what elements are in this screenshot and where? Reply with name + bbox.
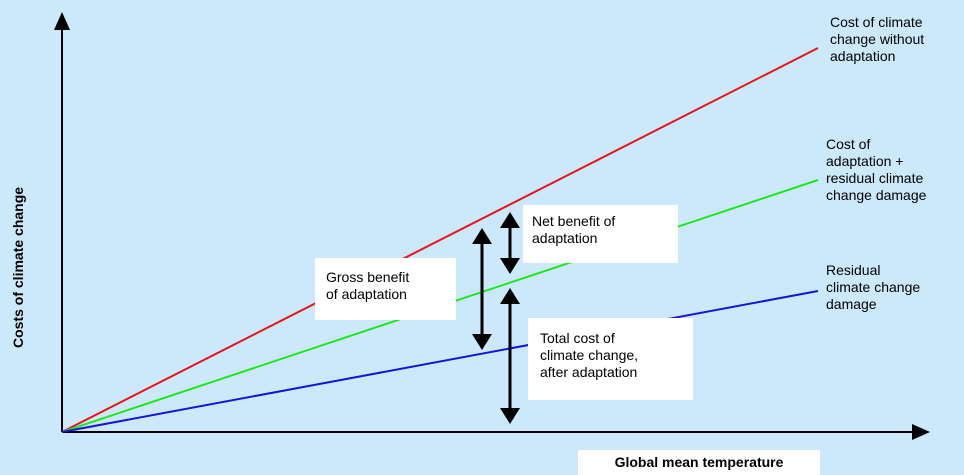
x-axis-arrowhead [912, 424, 930, 440]
x-axis-label: Global mean temperature [578, 450, 820, 475]
arrow-total-cost [500, 288, 520, 424]
net-benefit-box: Net benefit of adaptation [523, 205, 678, 263]
y-axis-label: Costs of climate change [10, 186, 26, 348]
label-without-adaptation: Cost of climate change without adaptatio… [830, 14, 925, 64]
total-cost-box: Total cost of climate change, after adap… [528, 318, 693, 400]
label-residual-damage: Residual climate change damage [826, 262, 921, 312]
curve-without-adaptation [61, 47, 819, 433]
arrow-gross-benefit [472, 228, 492, 350]
curve-residual-damage [61, 290, 819, 433]
arrow-net-benefit [500, 212, 520, 274]
y-axis-arrowhead [54, 12, 70, 30]
label-adaptation-plus-residual: Cost of adaptation + residual climate ch… [826, 136, 927, 203]
gross-benefit-box: Gross benefit of adaptation [315, 258, 456, 320]
